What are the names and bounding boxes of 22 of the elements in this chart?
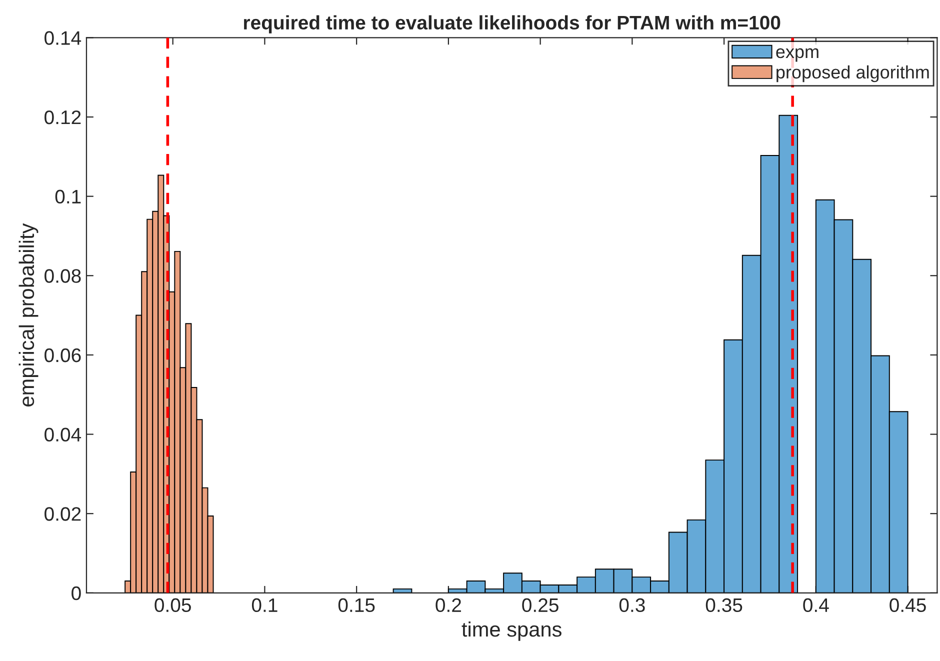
y-tick-label: 0.14 <box>44 31 82 45</box>
y-tick-label: 0.12 <box>44 110 81 124</box>
x-tick-label: 0.2 <box>436 598 461 612</box>
x-tick-label: 0.1 <box>252 598 278 612</box>
x-tick-label: 0.15 <box>338 598 375 612</box>
chart-title: required time to evaluate likelihoods for PTAM with m=100 <box>244 15 780 34</box>
x-tick-label: 0.3 <box>619 598 645 612</box>
y-tick-label: 0 <box>72 586 81 600</box>
x-tick-label: 0.05 <box>154 598 191 612</box>
y-tick-label: 0.1 <box>55 190 81 204</box>
y-tick-label: 0.06 <box>44 348 81 362</box>
y-axis-title: empirical probability <box>18 223 38 406</box>
legend-label: proposed algorithm <box>776 65 929 82</box>
legend-label: expm <box>776 48 818 62</box>
x-axis-title: time spans <box>462 621 562 641</box>
x-tick-label: 0.4 <box>803 598 829 612</box>
y-tick-label: 0.02 <box>44 507 81 521</box>
x-tick-label: 0.25 <box>522 598 558 612</box>
x-tick-label: 0.35 <box>706 598 742 612</box>
y-tick-label: 0.04 <box>44 428 82 442</box>
x-tick-label: 0.45 <box>890 598 926 612</box>
y-tick-label: 0.08 <box>44 269 81 283</box>
